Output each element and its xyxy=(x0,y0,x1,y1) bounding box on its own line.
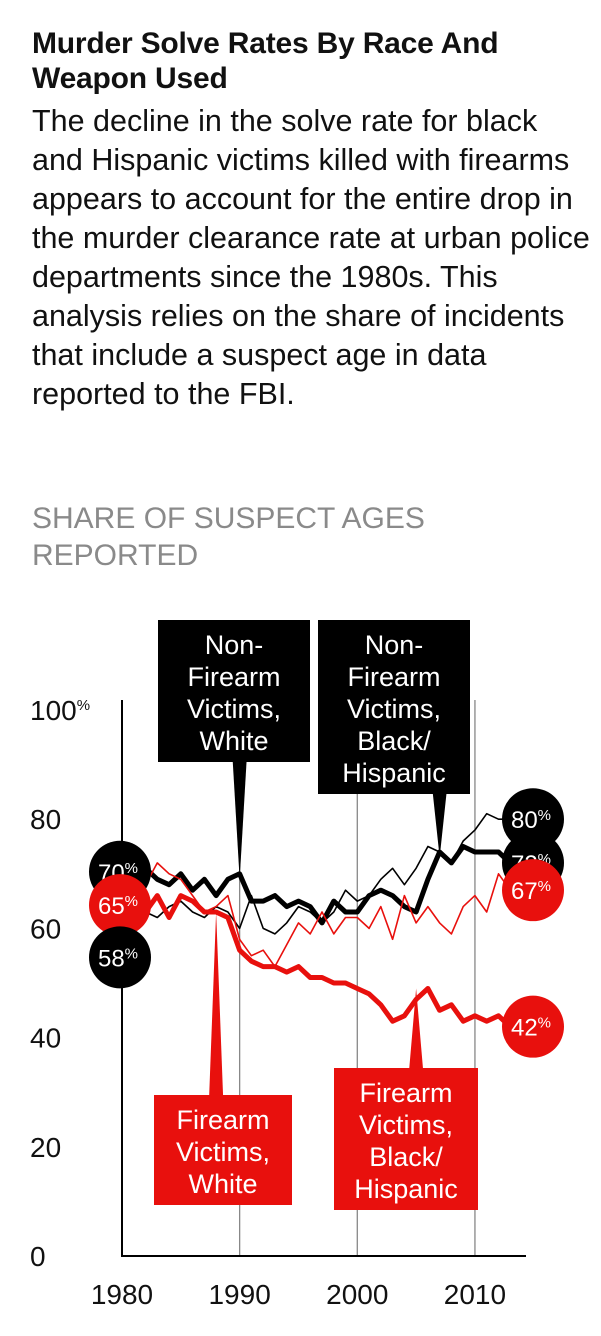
annotation-text: Non- xyxy=(205,630,264,660)
annotation-text: Firearm xyxy=(188,662,281,692)
series-line-2 xyxy=(119,844,513,926)
x-tick-label: 2010 xyxy=(444,1279,506,1310)
annotation-text: Victims, xyxy=(359,1110,453,1140)
value-labels: 70%65%58%80%72%67%42% xyxy=(89,788,564,1058)
annotation-text: Victims, xyxy=(187,694,281,724)
annotation-text: Black/ xyxy=(369,1142,443,1172)
annotation-text: White xyxy=(188,1169,257,1199)
annotation-box xyxy=(318,620,470,794)
annotation-text: Firearm xyxy=(348,662,441,692)
annotation-text: Hispanic xyxy=(354,1174,458,1204)
annotation-box xyxy=(154,1095,292,1205)
value-bubble xyxy=(502,859,564,922)
annotation-text: Black/ xyxy=(357,726,431,756)
annotation-text: White xyxy=(199,726,268,756)
axes: 0 20 40 60 80 100% 1980 1990 2000 2010 xyxy=(30,695,526,1310)
y-tick-label: 20 xyxy=(30,1132,61,1163)
series-lines xyxy=(119,812,513,1030)
annotation-pointer xyxy=(409,988,424,1070)
y-tick-label: 0 xyxy=(30,1241,46,1272)
x-tick-label: 1990 xyxy=(208,1279,270,1310)
chart-subtitle: The decline in the solve rate for black … xyxy=(32,104,590,411)
annotation-pointer xyxy=(209,912,224,1097)
x-tick-label: 1980 xyxy=(91,1279,153,1310)
series-line-3 xyxy=(121,862,512,968)
annotation-text: Victims, xyxy=(347,694,441,724)
annotation-box xyxy=(334,1068,478,1210)
annotation-text: Victims, xyxy=(176,1137,270,1167)
x-tick-label: 2000 xyxy=(326,1279,388,1310)
value-bubble xyxy=(502,788,564,851)
y-tick-label: 100% xyxy=(30,695,90,726)
series-line-4 xyxy=(119,893,513,1030)
y-tick-label: 40 xyxy=(30,1023,61,1054)
annotation-pointer xyxy=(232,760,247,880)
annotation-text: Non- xyxy=(365,630,424,660)
y-axis-label: SHARE OF SUSPECT AGES REPORTED xyxy=(32,502,425,572)
y-tick-label: 80 xyxy=(30,804,61,835)
value-bubble xyxy=(89,926,151,989)
annotations: Non-FirearmVictims,WhiteNon-FirearmVicti… xyxy=(154,620,478,1210)
value-bubble xyxy=(89,874,151,937)
y-tick-label: 60 xyxy=(30,913,61,944)
annotation-text: Firearm xyxy=(177,1105,270,1135)
annotation-text: Hispanic xyxy=(342,758,446,788)
chart-title: Murder Solve Rates By Race And Weapon Us… xyxy=(32,27,499,95)
value-bubble xyxy=(502,995,564,1058)
annotation-pointer xyxy=(432,792,447,858)
annotation-box xyxy=(158,620,310,762)
annotation-text: Firearm xyxy=(360,1078,453,1108)
